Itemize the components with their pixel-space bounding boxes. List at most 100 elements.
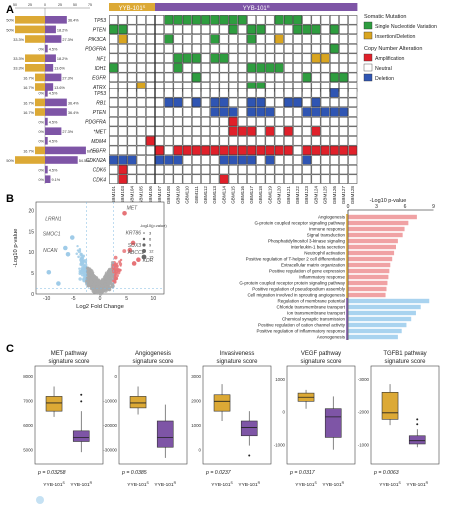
volcano-point — [79, 260, 83, 263]
oncoprint-cell — [293, 155, 303, 165]
oncoprint-cell — [155, 97, 165, 108]
oncoprint-cell — [237, 116, 247, 127]
oncoprint-cell — [302, 34, 312, 44]
oncoprint-cell — [201, 107, 211, 117]
oncoprint-cell — [136, 72, 146, 83]
boxplot-subtitle: signature score — [48, 359, 90, 365]
oncoprint-cell — [127, 53, 137, 63]
pct-label-s: 0% — [39, 178, 45, 182]
legend-neutral-label: Neutral — [375, 66, 392, 72]
volcano-gene-label: KDR — [143, 258, 154, 264]
oncoprint-cell — [247, 116, 257, 127]
boxplot-title: MET pathway — [51, 351, 88, 357]
pct-label-s: 0% — [39, 92, 45, 96]
oncoprint-cell — [302, 116, 312, 127]
pct-label-s: 0% — [39, 121, 45, 125]
pct-label-s: 16.7% — [23, 101, 34, 105]
pathway-bar — [348, 304, 421, 310]
pct-bar-r — [45, 146, 86, 155]
oncoprint-cell — [127, 97, 137, 108]
pct-label-r: 9.1% — [51, 178, 60, 182]
oncoprint-cell — [339, 24, 349, 35]
volcano-point — [108, 273, 112, 277]
boxplot-xlabel-s: YYB-101S — [43, 481, 65, 488]
pathway-label: Positive regulation of T-helper 2 cell d… — [246, 257, 346, 262]
oncoprint-cell — [118, 174, 128, 184]
oncoprint-cell — [219, 34, 229, 44]
legend-somatic-title: Somatic Mutation — [364, 14, 407, 20]
oncoprint-cell — [136, 43, 146, 54]
boxplot-ytick: -30000 — [103, 447, 117, 452]
oncoprint-cell — [293, 116, 303, 127]
pct-label-r: 4.5% — [49, 92, 58, 96]
pathway-bar — [348, 244, 396, 250]
pct-label-r: 4.5% — [49, 169, 58, 173]
pct-bar-r — [45, 175, 51, 183]
oncoprint-cell — [145, 53, 155, 63]
oncoprint-cell — [293, 15, 303, 25]
oncoprint-cell — [155, 43, 165, 54]
oncoprint-cell — [173, 63, 183, 73]
sample-label: GBM115 — [231, 186, 236, 204]
volcano-point — [90, 285, 94, 288]
oncoprint-cell — [302, 164, 312, 175]
oncoprint-cell — [256, 126, 266, 136]
up-strip — [346, 214, 348, 298]
gene-label: MDM4 — [91, 139, 106, 145]
legend-indel-swatch — [363, 31, 373, 40]
oncoprint-cell — [329, 97, 339, 108]
oncoprint-cell — [118, 72, 128, 83]
pct-label-r: 27.3% — [62, 130, 73, 134]
oncoprint-cell — [283, 24, 293, 35]
pathway-bar — [348, 250, 395, 256]
oncoprint-cell — [182, 174, 192, 184]
oncoprint-cell — [348, 164, 358, 175]
oncoprint-cell — [191, 63, 201, 73]
pct-bar-s — [34, 83, 45, 91]
volcano-ylabel: -Log10 p-value — [13, 229, 19, 268]
boxplot-ytick: 5000 — [23, 447, 33, 452]
boxplot-box — [240, 420, 258, 437]
oncoprint-cell — [274, 107, 284, 117]
boxplot-pvalue: p = 0.0063 — [373, 470, 399, 476]
oncoprint-cell — [348, 63, 358, 73]
oncoprint-cell — [247, 88, 257, 98]
pct-label-s: 16.7% — [23, 86, 34, 90]
oncoprint-cell — [201, 63, 211, 73]
oncoprint-cell — [155, 34, 165, 44]
gene-label: RB1 — [96, 101, 106, 107]
oncoprint-cell — [228, 164, 238, 175]
oncoprint-cell — [118, 136, 128, 146]
volcano-gene-label: KRT86 — [126, 231, 142, 237]
oncoprint-cell — [329, 174, 339, 184]
oncoprint-cell — [311, 107, 321, 117]
oncoprint-cell — [173, 15, 183, 25]
oncoprint-cell — [127, 107, 137, 117]
oncoprint-cell — [320, 53, 330, 63]
oncoprint-cell — [283, 88, 293, 98]
oncoprint-cell — [201, 53, 211, 63]
legend-del-swatch — [363, 73, 373, 82]
oncoprint-cell — [182, 43, 192, 54]
oncoprint-cell — [320, 72, 330, 83]
oncoprint-cell — [320, 164, 330, 175]
oncoprint-cell — [127, 145, 137, 156]
volcano-point — [80, 257, 84, 261]
pct-bar-r — [45, 165, 48, 174]
volcano-point — [114, 277, 118, 281]
oncoprint-cell — [109, 174, 119, 184]
oncoprint-cell — [247, 155, 257, 165]
oncoprint-cell — [283, 63, 293, 73]
pct-bar-r — [45, 54, 56, 62]
pathway-label: Immune response — [309, 227, 346, 232]
pathway-label: Chloride transmembrane transport — [276, 305, 345, 310]
pathway-label: Regulation of membrane potential — [277, 299, 345, 304]
boxplot-ytick: 1000 — [275, 377, 285, 382]
pathway-label: Positive regulation of cation channel ac… — [258, 323, 346, 328]
oncoprint-cell — [320, 43, 330, 54]
oncoprint-cell — [228, 72, 238, 83]
boxplot-frame — [118, 365, 188, 465]
pathway-label: Cell migration involved in sprouting ang… — [247, 293, 345, 298]
oncoprint-cell — [228, 126, 238, 136]
